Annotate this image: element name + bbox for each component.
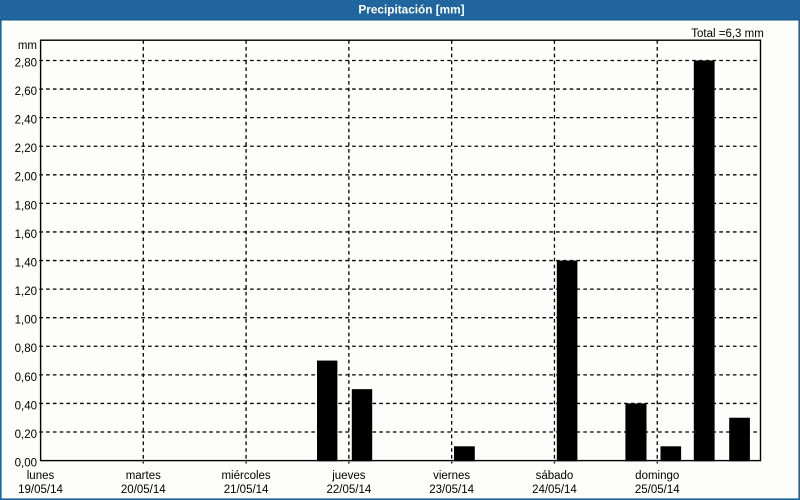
- svg-text:0,00: 0,00: [15, 458, 37, 470]
- svg-text:mm: mm: [18, 40, 37, 52]
- svg-text:miércoles: miércoles: [221, 470, 270, 482]
- svg-text:Total =6,3 mm: Total =6,3 mm: [691, 28, 764, 40]
- svg-text:1,40: 1,40: [15, 257, 37, 269]
- svg-text:0,40: 0,40: [15, 400, 37, 412]
- svg-text:25/05/14: 25/05/14: [635, 484, 680, 496]
- svg-text:0,80: 0,80: [15, 343, 37, 355]
- svg-text:1,80: 1,80: [15, 200, 37, 212]
- svg-text:2,60: 2,60: [15, 86, 37, 98]
- svg-text:sábado: sábado: [536, 470, 574, 482]
- svg-text:1,20: 1,20: [15, 286, 37, 298]
- svg-text:24/05/14: 24/05/14: [532, 484, 577, 496]
- svg-text:viernes: viernes: [433, 470, 470, 482]
- svg-text:lunes: lunes: [27, 470, 55, 482]
- svg-text:jueves: jueves: [331, 470, 365, 482]
- svg-text:2,40: 2,40: [15, 115, 37, 127]
- svg-text:Precipitación [mm]: Precipitación [mm]: [358, 3, 464, 17]
- svg-text:19/05/14: 19/05/14: [18, 484, 63, 496]
- svg-text:0,20: 0,20: [15, 429, 37, 441]
- svg-text:21/05/14: 21/05/14: [224, 484, 269, 496]
- svg-text:2,80: 2,80: [15, 57, 37, 69]
- svg-text:2,00: 2,00: [15, 172, 37, 184]
- svg-text:22/05/14: 22/05/14: [326, 484, 371, 496]
- svg-text:domingo: domingo: [635, 470, 679, 482]
- svg-text:1,00: 1,00: [15, 315, 37, 327]
- svg-text:20/05/14: 20/05/14: [121, 484, 166, 496]
- svg-text:23/05/14: 23/05/14: [429, 484, 474, 496]
- svg-text:1,60: 1,60: [15, 229, 37, 241]
- svg-text:martes: martes: [126, 470, 161, 482]
- svg-text:2,20: 2,20: [15, 143, 37, 155]
- svg-text:0,60: 0,60: [15, 372, 37, 384]
